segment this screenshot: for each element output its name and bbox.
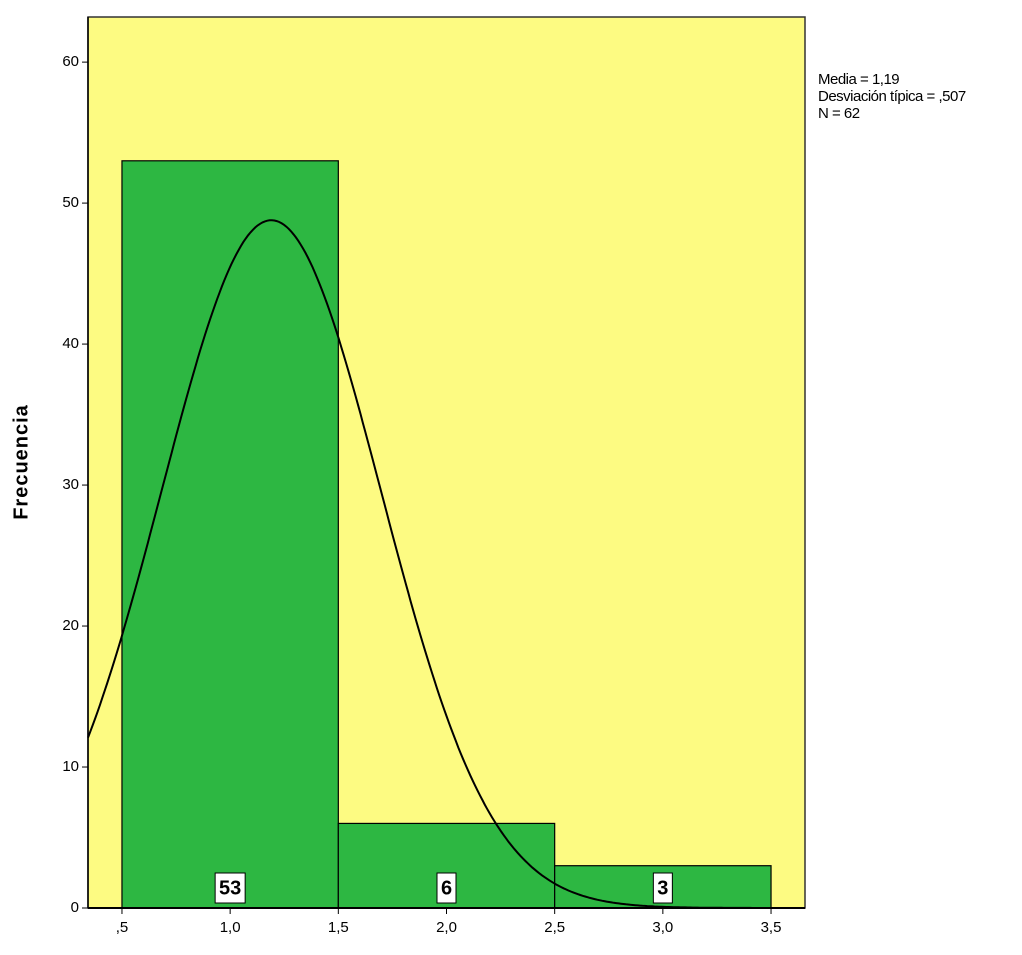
y-tick-label: 0 [71,899,79,916]
y-tick-label: 50 [62,194,79,211]
bar [121,160,339,909]
stats-text: Desviación típica = ,507 [818,88,966,105]
stats-text: N = 62 [818,105,860,122]
x-tick-label: 2,0 [436,919,457,936]
value-label-box [214,872,246,904]
value-label-box [436,872,457,904]
value-label: 3 [657,877,668,899]
y-tick-label: 30 [62,476,79,493]
value-label: 6 [441,877,452,899]
value-label-box [652,872,673,904]
value-label: 53 [219,877,241,899]
x-tick-label: 2,5 [544,919,565,936]
y-tick-label: 20 [62,617,79,634]
y-tick-label: 10 [62,758,79,775]
stats-text: Media = 1,19 [818,71,899,88]
x-tick-label: 1,5 [328,919,349,936]
y-axis-label: Frecuencia [10,404,32,520]
x-tick-label: 3,0 [652,919,673,936]
x-tick-label: ,5 [116,919,129,936]
y-tick-label: 60 [62,53,79,70]
x-tick-label: 1,0 [220,919,241,936]
y-tick-label: 40 [62,335,79,352]
x-tick-label: 3,5 [761,919,782,936]
